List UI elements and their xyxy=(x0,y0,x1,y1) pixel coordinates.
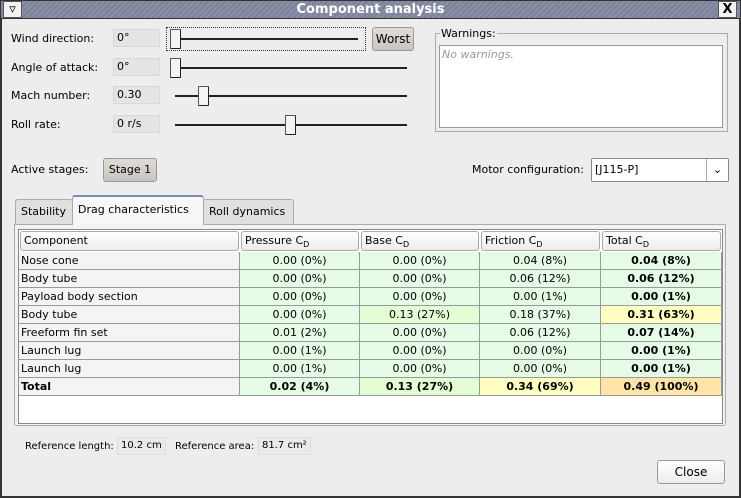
row-component-name[interactable]: Nose cone xyxy=(19,252,240,270)
row-component-name[interactable]: Body tube xyxy=(19,270,240,288)
table-cell[interactable]: 0.00 (1%) xyxy=(240,360,360,378)
triangle-down-icon: ▿ xyxy=(9,2,16,17)
table-cell[interactable]: 0.00 (1%) xyxy=(601,288,722,306)
reference-length-label: Reference length: xyxy=(25,441,114,452)
row-component-name[interactable]: Payload body section xyxy=(19,288,240,306)
tab-drag-characteristics[interactable]: Drag characteristics xyxy=(72,195,204,225)
slider-track[interactable] xyxy=(175,66,407,69)
focus-ring xyxy=(166,27,366,51)
reference-area-value: 81.7 cm² xyxy=(258,437,311,455)
table-cell[interactable]: 0.13 (27%) xyxy=(360,306,480,324)
table-cell[interactable]: 0.13 (27%) xyxy=(360,378,480,396)
motor-config-value: [J115-P] xyxy=(595,163,639,176)
header-text: Total C xyxy=(606,234,643,247)
param-label: Angle of attack: xyxy=(11,60,99,74)
motor-config-label: Motor configuration: xyxy=(472,163,584,176)
param-label: Mach number: xyxy=(11,89,91,103)
title-bar[interactable]: Component analysis xyxy=(0,0,741,19)
warnings-legend: Warnings: xyxy=(440,27,497,40)
table-cell[interactable]: 0.06 (12%) xyxy=(480,324,601,342)
table-cell[interactable]: 0.00 (0%) xyxy=(480,342,601,360)
table-cell[interactable]: 0.34 (69%) xyxy=(480,378,601,396)
table-cell[interactable]: 0.00 (0%) xyxy=(360,252,480,270)
table-cell[interactable]: 0.04 (8%) xyxy=(601,252,722,270)
motor-config-select[interactable]: [J115-P] ⌄ xyxy=(591,158,729,182)
table-cell[interactable]: 0.07 (14%) xyxy=(601,324,722,342)
table-cell[interactable]: 0.00 (0%) xyxy=(360,288,480,306)
slider-thumb[interactable] xyxy=(170,29,181,49)
drag-table: Component Pressure CD Base CD Friction CD To… xyxy=(18,229,723,424)
row-component-name[interactable]: Total xyxy=(19,378,240,396)
slider-thumb[interactable] xyxy=(285,115,296,136)
tab-stability[interactable]: Stability xyxy=(15,199,73,224)
param-value-field[interactable]: 0° xyxy=(113,57,160,76)
column-header[interactable]: Friction CD xyxy=(481,231,600,251)
table-cell[interactable]: 0.18 (37%) xyxy=(480,306,601,324)
header-text: Friction C xyxy=(485,234,537,247)
row-component-name[interactable]: Body tube xyxy=(19,306,240,324)
window-frame xyxy=(0,19,741,498)
chevron-down-icon[interactable]: ⌄ xyxy=(706,159,728,181)
table-cell[interactable]: 0.06 (12%) xyxy=(601,270,722,288)
header-subscript: D xyxy=(642,240,650,249)
row-component-name[interactable]: Launch lug xyxy=(19,360,240,378)
table-cell[interactable]: 0.04 (8%) xyxy=(480,252,601,270)
table-cell[interactable]: 0.00 (1%) xyxy=(480,288,601,306)
table-cell[interactable]: 0.00 (0%) xyxy=(360,270,480,288)
tab-roll-dynamics[interactable]: Roll dynamics xyxy=(203,199,294,224)
header-text: Base C xyxy=(365,234,403,247)
table-cell[interactable]: 0.00 (1%) xyxy=(601,342,722,360)
row-component-name[interactable]: Launch lug xyxy=(19,342,240,360)
active-stages-label: Active stages: xyxy=(11,163,89,176)
row-component-name[interactable]: Freeform fin set xyxy=(19,324,240,342)
param-label: Wind direction: xyxy=(11,32,95,45)
header-text: Pressure C xyxy=(245,234,304,247)
reference-length-value: 10.2 cm xyxy=(117,437,166,455)
table-cell[interactable]: 0.00 (1%) xyxy=(601,360,722,378)
table-cell[interactable]: 0.00 (0%) xyxy=(360,324,480,342)
slider-thumb[interactable] xyxy=(197,86,209,107)
header-text: Component xyxy=(24,234,88,247)
slider-track[interactable] xyxy=(175,95,407,98)
warnings-group xyxy=(435,33,728,132)
table-cell[interactable]: 0.00 (0%) xyxy=(240,252,360,270)
window-title: Component analysis xyxy=(296,2,445,17)
header-subscript: D xyxy=(536,240,543,249)
param-value-field[interactable]: 0° xyxy=(113,29,160,47)
param-value-field[interactable]: 0 r/s xyxy=(113,115,160,134)
column-header[interactable]: Pressure CD xyxy=(241,231,359,251)
param-value-field[interactable]: 0.30 xyxy=(113,86,160,105)
column-header[interactable]: Base CD xyxy=(361,231,479,251)
table-cell[interactable]: 0.00 (1%) xyxy=(240,342,360,360)
window-menu-button[interactable]: ▿ xyxy=(3,1,22,18)
table-cell[interactable]: 0.31 (63%) xyxy=(601,306,722,324)
slider-thumb[interactable] xyxy=(170,57,181,78)
stage-1-toggle[interactable]: Stage 1 xyxy=(103,158,157,182)
header-subscript: D xyxy=(402,240,410,249)
table-cell[interactable]: 0.06 (12%) xyxy=(480,270,601,288)
close-button[interactable]: Close xyxy=(657,460,725,484)
slider-track[interactable] xyxy=(175,38,358,40)
table-cell[interactable]: 0.00 (0%) xyxy=(240,306,360,324)
table-cell[interactable]: 0.01 (2%) xyxy=(240,324,360,342)
close-x-icon: X xyxy=(722,2,733,17)
window-close-button[interactable]: X xyxy=(718,1,737,18)
table-cell[interactable]: 0.02 (4%) xyxy=(240,378,360,396)
reference-area-label: Reference area: xyxy=(175,441,255,452)
table-cell[interactable]: 0.00 (0%) xyxy=(360,342,480,360)
column-header[interactable]: Total CD xyxy=(602,231,721,251)
table-cell[interactable]: 0.49 (100%) xyxy=(601,378,722,396)
header-subscript: D xyxy=(303,240,310,249)
column-header[interactable]: Component xyxy=(20,231,239,251)
worst-button[interactable]: Worst xyxy=(372,27,414,51)
warnings-text: No warnings. xyxy=(439,45,723,128)
table-cell[interactable]: 0.00 (0%) xyxy=(480,360,601,378)
param-label: Roll rate: xyxy=(11,118,61,132)
table-cell[interactable]: 0.00 (0%) xyxy=(240,270,360,288)
table-cell[interactable]: 0.00 (0%) xyxy=(360,360,480,378)
table-cell[interactable]: 0.00 (0%) xyxy=(240,288,360,306)
